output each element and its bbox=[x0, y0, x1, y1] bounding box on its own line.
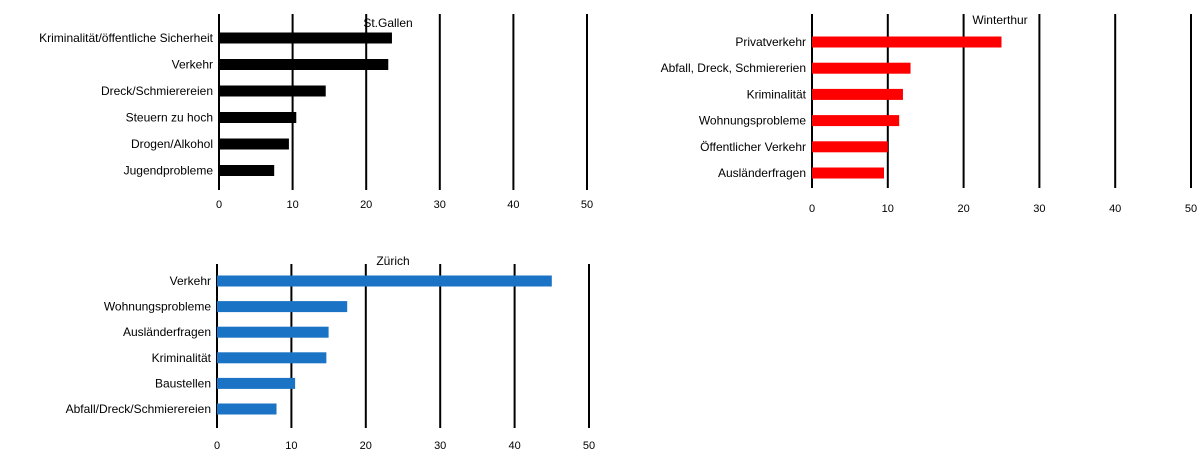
category-label: Privatverkehr bbox=[735, 35, 806, 49]
bar bbox=[217, 326, 329, 338]
category-label: Öffentlicher Verkehr bbox=[700, 140, 806, 154]
category-label: Wohnungsprobleme bbox=[104, 300, 212, 314]
bar bbox=[812, 62, 911, 74]
x-tick-label: 10 bbox=[286, 199, 298, 211]
x-tick-label: 20 bbox=[360, 440, 372, 452]
x-tick-label: 50 bbox=[583, 440, 595, 452]
category-label: Kriminalität/öffentliche Sicherheit bbox=[39, 31, 214, 45]
x-tick-label: 50 bbox=[1185, 203, 1197, 215]
bar bbox=[219, 112, 297, 123]
chart-winterthur: Winterthur 0 10 20 30 40 50 Privatverkehr Abfal… bbox=[661, 13, 1198, 215]
category-label: Drogen/Alkohol bbox=[131, 137, 213, 151]
x-tick-label: 20 bbox=[957, 203, 969, 215]
x-tick-label: 30 bbox=[434, 199, 446, 211]
x-tick-label: 30 bbox=[434, 440, 446, 452]
x-tick-label: 0 bbox=[214, 440, 220, 452]
bar bbox=[812, 141, 888, 153]
bar bbox=[219, 138, 289, 150]
category-label: Ausländerfragen bbox=[718, 166, 806, 180]
bar bbox=[217, 275, 552, 287]
chart-zuerich: Zürich 0 10 20 30 40 50 Verkehr Wohnungsproblem… bbox=[66, 254, 596, 452]
chart-title: St.Gallen bbox=[363, 16, 412, 30]
bar bbox=[217, 352, 327, 364]
category-label: Abfall, Dreck, Schmiererien bbox=[661, 61, 806, 75]
category-label: Jugendprobleme bbox=[124, 164, 214, 178]
x-tick-label: 30 bbox=[1033, 203, 1045, 215]
bar bbox=[812, 115, 900, 127]
category-label: Steuern zu hoch bbox=[126, 111, 213, 125]
category-label: Baustellen bbox=[155, 376, 211, 390]
chart-title: Winterthur bbox=[972, 13, 1027, 27]
category-label: Abfall/Dreck/Schmierereien bbox=[66, 402, 211, 416]
category-label: Dreck/Schmierereien bbox=[101, 84, 213, 98]
x-tick-label: 40 bbox=[508, 440, 520, 452]
chart-st-gallen: St.Gallen 0 10 20 30 40 50 Kriminalität/öffent… bbox=[39, 14, 593, 211]
category-label: Kriminalität bbox=[747, 87, 807, 101]
category-label: Ausländerfragen bbox=[123, 325, 211, 339]
x-tick-label: 50 bbox=[581, 199, 593, 211]
category-label: Verkehr bbox=[170, 274, 211, 288]
bar bbox=[217, 301, 348, 313]
bar bbox=[219, 85, 326, 97]
bar bbox=[219, 32, 392, 44]
x-tick-label: 40 bbox=[1109, 203, 1121, 215]
x-tick-label: 20 bbox=[360, 199, 372, 211]
category-label: Verkehr bbox=[172, 58, 213, 72]
x-tick-label: 0 bbox=[216, 199, 222, 211]
x-tick-label: 40 bbox=[507, 199, 519, 211]
bar bbox=[219, 165, 275, 176]
x-tick-label: 10 bbox=[285, 440, 297, 452]
bar bbox=[812, 88, 903, 100]
bar bbox=[217, 377, 296, 389]
bar bbox=[217, 403, 277, 415]
bar bbox=[812, 36, 1002, 48]
category-label: Wohnungsprobleme bbox=[699, 114, 807, 128]
bar bbox=[812, 167, 885, 179]
category-label: Kriminalität bbox=[152, 351, 212, 365]
x-tick-label: 10 bbox=[882, 203, 894, 215]
x-tick-label: 0 bbox=[809, 203, 815, 215]
chart-title: Zürich bbox=[376, 254, 409, 268]
bar bbox=[219, 59, 389, 70]
